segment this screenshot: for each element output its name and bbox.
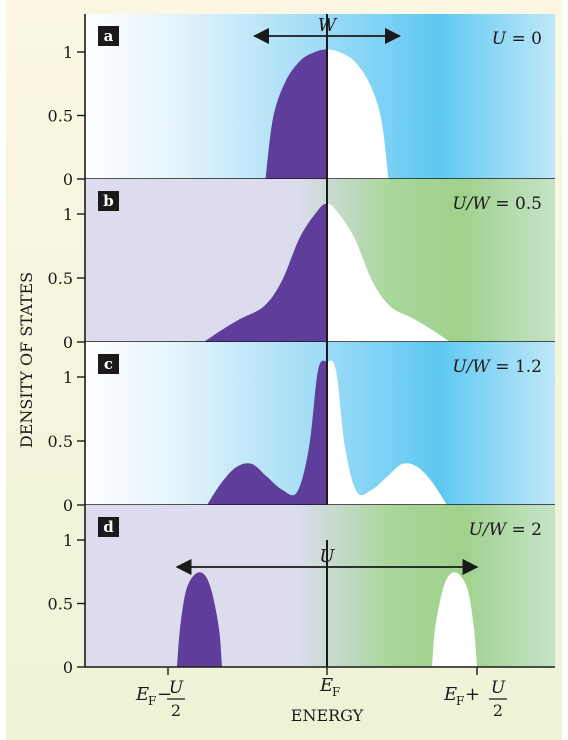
svg-text:F: F [456,694,464,708]
x-axis-label: ENERGY [291,706,364,725]
y-tick-label: 0 [63,333,73,352]
y-tick-label: 1 [63,531,73,550]
svg-text:F: F [332,685,340,699]
y-tick-label: 0.5 [48,432,73,451]
y-tick-label: 0 [63,170,73,189]
svg-text:−: − [157,684,172,705]
dos-empty-area-c-0 [327,360,447,505]
svg-text:+: + [465,684,480,705]
panel-letter-badge-a [98,26,119,46]
annotation-label-d: U [319,546,335,567]
svg-text:U: U [169,678,184,698]
y-tick-label: 1 [63,43,73,62]
panel-letter-c: c [104,355,113,373]
y-tick-label: 1 [63,368,73,387]
svg-text:U: U [491,678,506,698]
x-tick-label-left: E F − U 2 [135,678,185,720]
y-tick-label: 0.5 [48,107,73,126]
svg-text:2: 2 [171,701,181,720]
y-tick-label: 0 [63,496,73,515]
dos-occupied-area-c-0 [207,360,327,505]
svg-text:E: E [319,675,333,696]
panel-a: 0 0.5 1 a U = 0 W [48,14,555,189]
condition-label-b: U/W = 0.5 [452,194,542,214]
panel-b: 0 0.5 1 b U/W = 0.5 [48,179,555,352]
panel-letter-d: d [103,518,114,536]
condition-label-d: U/W = 2 [469,520,542,540]
y-tick-label: 0.5 [48,595,73,614]
panel-letter-badge-b [98,191,119,211]
svg-text:E: E [135,684,149,705]
y-tick-label: 1 [63,205,73,224]
annotation-label-a: W [318,15,338,36]
y-tick-label: 0.5 [48,269,73,288]
y-axis-label: DENSITY OF STATES [17,272,36,448]
condition-label-a: U = 0 [492,29,542,49]
panel-d: 0 0.5 1 d U/W = 2 U [48,505,555,677]
svg-text:F: F [148,694,156,708]
svg-text:2: 2 [493,701,503,720]
dos-occupied-area-a-0 [265,49,327,179]
dos-occupied-area-d-0 [177,572,222,667]
dos-empty-area-a-0 [327,49,389,179]
x-tick-label-right: E F + U 2 [443,678,507,720]
dos-empty-area-d-1 [432,572,477,667]
panel-letter-b: b [103,192,114,210]
x-tick-label-center: E F [319,675,340,699]
dos-empty-area-b-0 [327,203,450,342]
condition-label-c: U/W = 1.2 [452,357,542,377]
dos-occupied-area-b-0 [204,203,327,342]
y-tick-label: 0 [63,658,73,677]
panel-letter-a: a [104,27,114,45]
panel-c: 0 0.5 1 c U/W = 1.2 [48,342,555,515]
svg-text:E: E [443,684,457,705]
panel-letter-badge-c [98,354,119,374]
panel-letter-badge-d [98,517,119,537]
panel-d-background [85,505,555,667]
